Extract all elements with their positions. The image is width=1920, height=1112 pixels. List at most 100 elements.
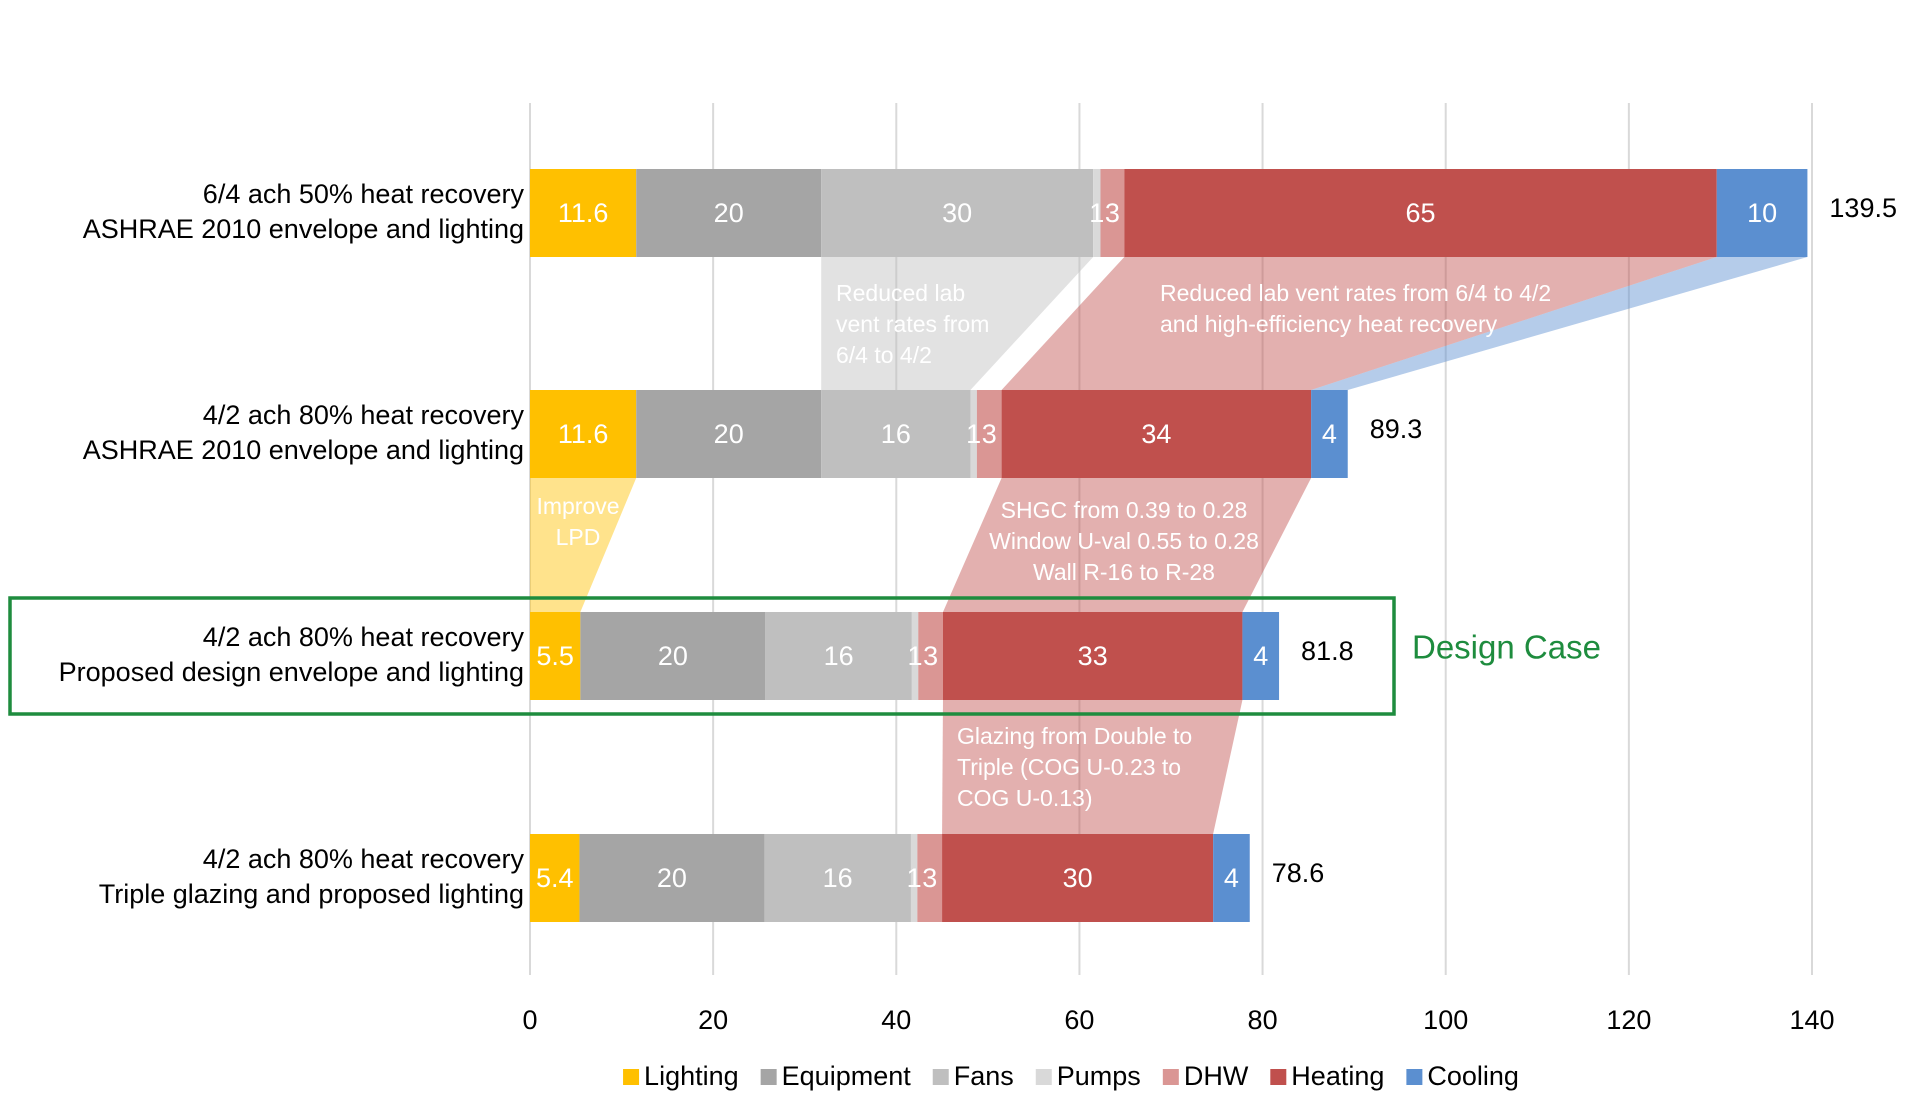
connector bbox=[1001, 257, 1717, 390]
value-label: 20 bbox=[714, 419, 744, 449]
annotation: vent rates from bbox=[836, 311, 989, 337]
bar-segment bbox=[976, 390, 1002, 478]
legend-swatch bbox=[1270, 1069, 1287, 1085]
bars bbox=[530, 169, 1808, 922]
value-label: 3 bbox=[922, 863, 937, 893]
bar-segment bbox=[917, 834, 943, 922]
value-label: 20 bbox=[714, 198, 744, 228]
value-label: 4 bbox=[1253, 641, 1268, 671]
bar-segment bbox=[918, 612, 943, 700]
bar-segment bbox=[636, 169, 822, 257]
value-label: 5.4 bbox=[536, 863, 574, 893]
bar-segment bbox=[1001, 390, 1312, 478]
category-label: ASHRAE 2010 envelope and lighting bbox=[83, 214, 524, 244]
bar-segment bbox=[1716, 169, 1808, 257]
annotation: 6/4 to 4/2 bbox=[836, 342, 932, 368]
annotation: Reduced lab bbox=[836, 280, 965, 306]
annotation: Reduced lab vent rates from 6/4 to 4/2 bbox=[1160, 280, 1551, 306]
legend-label: Equipment bbox=[782, 1061, 912, 1091]
legend-swatch bbox=[1162, 1069, 1179, 1085]
bar-segment bbox=[530, 169, 637, 257]
bar-segment bbox=[821, 169, 1094, 257]
value-label: 16 bbox=[824, 641, 854, 671]
value-label: 65 bbox=[1406, 198, 1436, 228]
legend-label: Fans bbox=[954, 1061, 1014, 1091]
value-label: 33 bbox=[1078, 641, 1108, 671]
annotation: Glazing from Double to bbox=[957, 723, 1192, 749]
bar-segment bbox=[530, 612, 581, 700]
value-label: 4 bbox=[1224, 863, 1239, 893]
x-tick-label: 120 bbox=[1606, 1005, 1651, 1035]
value-label: 1 bbox=[907, 863, 922, 893]
value-label: 30 bbox=[942, 198, 972, 228]
value-label: 20 bbox=[658, 641, 688, 671]
x-tick-label: 40 bbox=[881, 1005, 911, 1035]
value-label: 30 bbox=[1063, 863, 1093, 893]
bar-segment bbox=[911, 612, 919, 700]
bar-segment bbox=[821, 390, 971, 478]
annotation: Wall R-16 to R-28 bbox=[1033, 559, 1215, 585]
bar-segment bbox=[765, 612, 912, 700]
x-tick-label: 80 bbox=[1248, 1005, 1278, 1035]
bar-segment bbox=[1093, 169, 1101, 257]
annotation: SHGC from 0.39 to 0.28 bbox=[1001, 497, 1248, 523]
value-label: 4 bbox=[1322, 419, 1337, 449]
legend-label: Cooling bbox=[1427, 1061, 1519, 1091]
bar-segment bbox=[942, 612, 1243, 700]
connector bbox=[942, 700, 1243, 834]
bar-segment bbox=[764, 834, 911, 922]
bar-segment bbox=[1124, 169, 1717, 257]
value-label: 3 bbox=[1105, 198, 1120, 228]
value-label: 3 bbox=[982, 419, 997, 449]
total-label: 139.5 bbox=[1829, 193, 1897, 223]
legend: Lighting Equipment Fans Pumps DHW Heating Cool… bbox=[623, 1061, 1519, 1091]
bar-segment bbox=[910, 834, 918, 922]
legend-swatch bbox=[932, 1069, 949, 1085]
bar-segment bbox=[942, 834, 1214, 922]
x-tick-label: 20 bbox=[698, 1005, 728, 1035]
bar-segment bbox=[1100, 169, 1125, 257]
annotation: and high-efficiency heat recovery bbox=[1160, 311, 1498, 337]
total-label: 81.8 bbox=[1301, 636, 1354, 666]
value-label: 1 bbox=[966, 419, 981, 449]
legend-swatch bbox=[1035, 1069, 1052, 1085]
legend-label: DHW bbox=[1184, 1061, 1249, 1091]
annotation: Window U-val 0.55 to 0.28 bbox=[989, 528, 1259, 554]
value-label: 20 bbox=[657, 863, 687, 893]
connector bbox=[530, 478, 637, 612]
bar-segment bbox=[970, 390, 977, 478]
connector bbox=[821, 257, 1094, 390]
bar-segment bbox=[1311, 390, 1348, 478]
value-label: 10 bbox=[1747, 198, 1777, 228]
category-label: 4/2 ach 80% heat recovery bbox=[203, 844, 525, 874]
value-label: 1 bbox=[1089, 198, 1104, 228]
annotation: Triple (COG U-0.23 to bbox=[957, 754, 1181, 780]
connector bbox=[942, 478, 1312, 612]
bar-segment bbox=[636, 390, 822, 478]
design-case-label: Design Case bbox=[1412, 629, 1601, 666]
x-tick-label: 140 bbox=[1789, 1005, 1834, 1035]
annotation: Improve bbox=[536, 493, 619, 519]
total-label: 78.6 bbox=[1272, 858, 1325, 888]
annotation: LPD bbox=[556, 524, 601, 550]
legend-swatch bbox=[1406, 1069, 1423, 1085]
bar-segment bbox=[580, 612, 766, 700]
bar-segment bbox=[530, 834, 580, 922]
legend-label: Heating bbox=[1291, 1061, 1384, 1091]
category-label: Proposed design envelope and lighting bbox=[59, 657, 524, 687]
bar-segment bbox=[530, 390, 637, 478]
bar-segment bbox=[1242, 612, 1280, 700]
category-label: 4/2 ach 80% heat recovery bbox=[203, 400, 525, 430]
annotation: COG U-0.13) bbox=[957, 785, 1092, 811]
category-label: ASHRAE 2010 envelope and lighting bbox=[83, 435, 524, 465]
connector bbox=[1311, 257, 1808, 390]
value-label: 5.5 bbox=[536, 641, 574, 671]
value-label: 16 bbox=[881, 419, 911, 449]
legend-swatch bbox=[623, 1069, 640, 1085]
category-label: 6/4 ach 50% heat recovery bbox=[203, 179, 525, 209]
connectors bbox=[530, 257, 1808, 834]
value-label: 1 bbox=[908, 641, 923, 671]
category-label: Triple glazing and proposed lighting bbox=[99, 879, 524, 909]
category-label: 4/2 ach 80% heat recovery bbox=[203, 622, 525, 652]
